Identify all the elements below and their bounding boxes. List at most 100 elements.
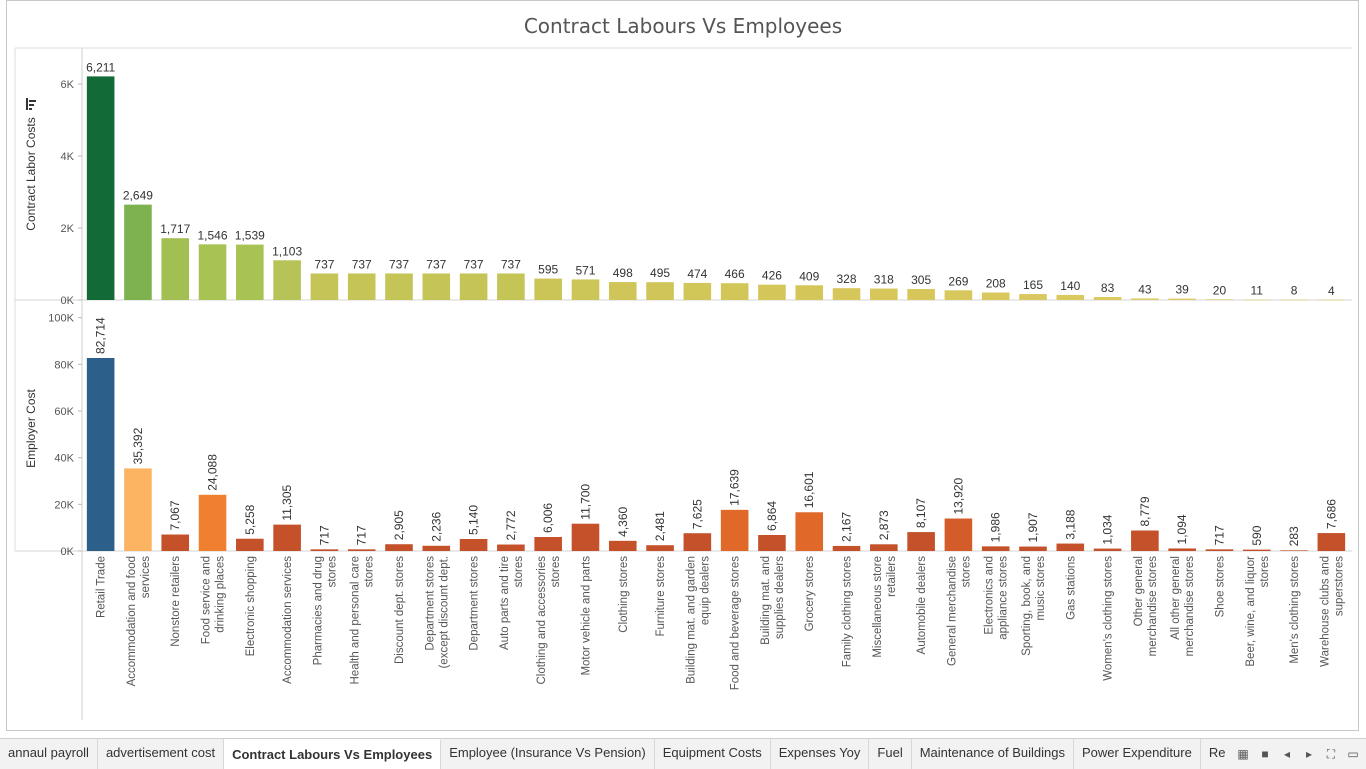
category-label: stores xyxy=(513,556,525,588)
bar xyxy=(608,540,637,551)
bar xyxy=(1056,543,1085,551)
grid-view-icon[interactable]: ▦ xyxy=(1237,747,1249,761)
category-label: stores xyxy=(326,556,338,588)
bar xyxy=(608,282,637,300)
fullscreen-icon[interactable]: ⛶ xyxy=(1326,747,1336,761)
sort-icon[interactable] xyxy=(26,98,36,110)
data-label: 11,305 xyxy=(280,484,294,520)
bar xyxy=(1093,548,1122,551)
category-label: equip dealers xyxy=(699,556,711,625)
category-label: Women's clothing stores xyxy=(1103,556,1115,681)
category-label: Shoe stores xyxy=(1214,556,1226,618)
y-tick-label: 100K xyxy=(48,313,74,325)
data-label: 2,236 xyxy=(429,511,443,541)
sheet-tab[interactable]: Rental Paymer xyxy=(1201,739,1226,769)
bar xyxy=(832,288,861,300)
sheet-tab[interactable]: Employee (Insurance Vs Pension) xyxy=(441,739,655,769)
bar xyxy=(124,204,152,300)
data-label: 83 xyxy=(1101,281,1115,295)
data-label: 590 xyxy=(1250,525,1264,545)
dashboard-frame xyxy=(6,0,1359,731)
bar xyxy=(1205,549,1234,551)
sheet-tab[interactable]: Maintenance of Buildings xyxy=(912,739,1074,769)
data-label: 737 xyxy=(464,257,484,271)
category-label: retailers xyxy=(886,556,898,597)
bar xyxy=(944,290,973,300)
sheet-tab[interactable]: Fuel xyxy=(869,739,912,769)
data-label: 2,905 xyxy=(392,510,406,540)
bar xyxy=(832,545,861,551)
sheet-tab[interactable]: Power Expenditure xyxy=(1074,739,1201,769)
bar xyxy=(981,546,1010,551)
bar xyxy=(571,523,600,551)
data-label: 6,006 xyxy=(541,503,555,533)
data-label: 39 xyxy=(1175,283,1189,297)
sheet-tab[interactable]: Expenses Yoy xyxy=(771,739,870,769)
category-label: drinking places xyxy=(215,556,227,633)
data-label: 717 xyxy=(355,525,369,545)
sheet-tab[interactable]: advertisement cost xyxy=(98,739,225,769)
data-label: 5,140 xyxy=(467,505,481,535)
bar xyxy=(1317,299,1346,301)
data-label: 1,907 xyxy=(1026,512,1040,542)
category-label: General merchandise xyxy=(946,556,958,666)
category-label: merchandise stores xyxy=(1147,556,1159,657)
data-label: 11 xyxy=(1251,284,1264,298)
data-label: 165 xyxy=(1023,278,1043,292)
bar xyxy=(459,273,488,300)
data-label: 20 xyxy=(1213,283,1227,297)
y-tick-label: 0K xyxy=(61,546,75,558)
sheet-tab[interactable]: Contract Labours Vs Employees xyxy=(224,739,442,769)
bar xyxy=(161,238,190,300)
data-label: 2,649 xyxy=(123,189,153,203)
bar xyxy=(1280,299,1308,301)
bar xyxy=(944,518,973,551)
category-label: appliance stores xyxy=(998,556,1010,640)
category-label: Grocery stores xyxy=(804,556,816,632)
category-label: Other general xyxy=(1133,556,1145,626)
bar xyxy=(907,532,935,551)
category-label: Department stores xyxy=(469,556,481,651)
category-label: Automobile dealers xyxy=(916,556,928,655)
category-label: Nonstore retailers xyxy=(170,556,182,647)
data-label: 283 xyxy=(1287,526,1301,546)
bar xyxy=(1168,548,1196,551)
bar xyxy=(758,284,786,300)
data-label: 1,034 xyxy=(1101,514,1115,544)
data-label: 318 xyxy=(874,273,894,287)
present-icon[interactable]: ▭ xyxy=(1347,747,1359,761)
bar xyxy=(1019,546,1047,551)
bar xyxy=(534,278,562,300)
bar xyxy=(497,273,525,300)
bar xyxy=(1019,294,1047,300)
sheet-tab[interactable]: annaul payroll xyxy=(0,739,98,769)
bar xyxy=(459,539,488,551)
category-label: supplies dealers xyxy=(774,556,786,639)
next-icon[interactable]: ▸ xyxy=(1305,747,1313,761)
data-label: 3,188 xyxy=(1063,509,1077,539)
category-label: Motor vehicle and parts xyxy=(580,556,592,676)
bar xyxy=(1056,294,1085,300)
data-label: 2,167 xyxy=(840,512,854,542)
previous-icon[interactable]: ◂ xyxy=(1283,747,1291,761)
bar xyxy=(683,533,712,551)
view-controls: ▦ ■ ◂ ▸ ⛶ ▭ xyxy=(1236,742,1360,766)
bar xyxy=(646,545,674,551)
data-label: 595 xyxy=(538,263,558,277)
bar xyxy=(422,273,451,300)
category-label: Furniture stores xyxy=(655,556,667,637)
sheet-tab[interactable]: Equipment Costs xyxy=(655,739,771,769)
bar xyxy=(1280,550,1308,551)
bar xyxy=(907,289,935,300)
data-label: 498 xyxy=(613,266,633,280)
data-label: 328 xyxy=(837,272,857,286)
y-axis-label: Contract Labor Costs xyxy=(24,117,38,230)
category-label: Food service and xyxy=(201,556,213,644)
y-tick-label: 6K xyxy=(61,79,75,91)
single-view-icon[interactable]: ■ xyxy=(1261,747,1269,761)
category-label: stores xyxy=(364,556,376,588)
data-label: 8,779 xyxy=(1138,496,1152,526)
category-label: Electronic shopping xyxy=(245,556,257,656)
category-label: Auto parts and tire xyxy=(499,556,511,650)
bar xyxy=(310,273,339,300)
